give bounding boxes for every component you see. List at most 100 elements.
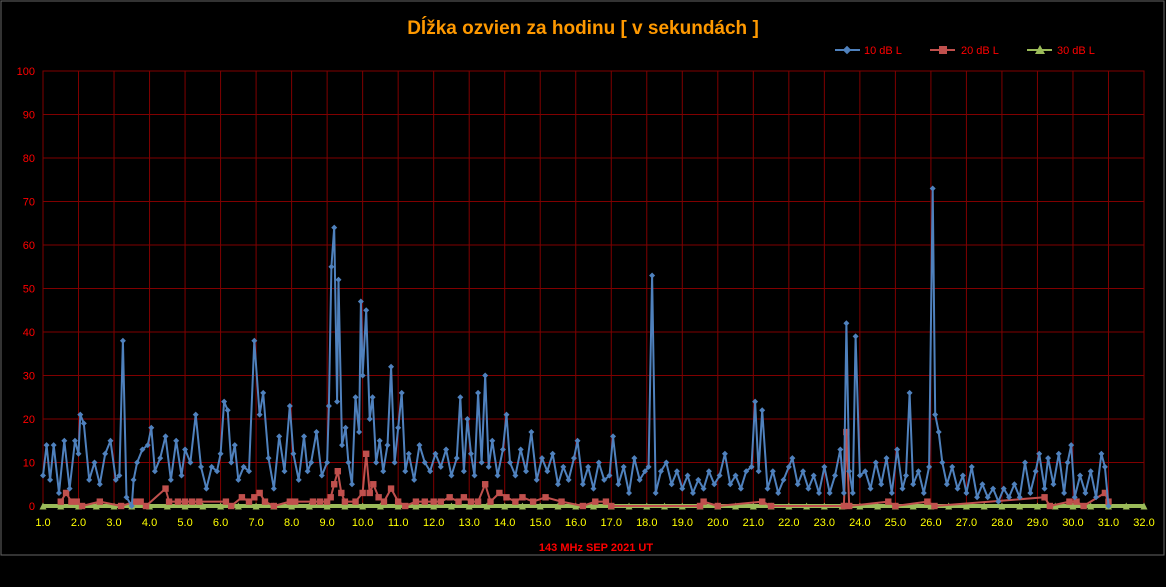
data-point-s0-218	[1032, 468, 1039, 475]
data-point-s0-66	[334, 398, 341, 405]
data-point-s0-157	[743, 468, 750, 475]
series-2	[39, 502, 1148, 510]
data-point-s2-39	[732, 502, 740, 510]
data-point-s0-44	[235, 476, 242, 483]
x-tick-label-28: 29.0	[1027, 517, 1048, 529]
data-point-s0-77	[366, 416, 373, 422]
data-point-s0-148	[695, 476, 702, 483]
data-point-s1-26	[309, 498, 317, 505]
x-tick-label-19: 20.0	[707, 517, 728, 529]
data-point-s1-69	[759, 498, 766, 505]
y-tick-label-4: 40	[23, 327, 35, 339]
data-point-s2-62	[1140, 502, 1148, 510]
data-point-s0-112	[512, 472, 519, 479]
data-point-s0-205	[963, 489, 970, 496]
data-point-s0-215	[1016, 494, 1023, 501]
data-point-s1-15	[196, 498, 203, 505]
data-point-s1-66	[696, 502, 704, 510]
data-point-s0-3	[50, 442, 57, 449]
data-point-s0-131	[610, 433, 617, 440]
data-point-s0-207	[974, 494, 981, 501]
data-point-s0-151	[711, 481, 718, 488]
data-point-s0-168	[794, 481, 801, 488]
data-point-s1-70	[767, 502, 775, 510]
data-point-s0-29	[167, 476, 174, 483]
data-point-s0-179	[846, 468, 853, 475]
data-point-s0-85	[395, 424, 402, 431]
data-point-s0-233	[1101, 463, 1108, 470]
data-point-s0-223	[1055, 450, 1062, 457]
x-tick-label-6: 7.0	[248, 517, 263, 529]
x-tick-label-25: 26.0	[920, 517, 941, 529]
data-point-s2-9	[199, 502, 207, 510]
data-point-s0-136	[636, 476, 643, 483]
data-point-s1-16	[222, 498, 230, 505]
data-point-s0-120	[554, 481, 561, 488]
data-point-s0-54	[286, 402, 293, 409]
data-point-s0-225	[1064, 459, 1071, 466]
data-point-s0-161	[759, 407, 766, 414]
data-point-s0-177	[840, 489, 847, 496]
data-point-s0-229	[1082, 489, 1089, 496]
data-point-s0-210	[990, 485, 997, 492]
data-point-s1-63	[592, 498, 599, 505]
data-point-s1-55	[496, 489, 503, 497]
data-point-s1-71	[840, 502, 848, 510]
data-point-s2-26	[501, 502, 509, 510]
data-point-s0-126	[585, 463, 592, 470]
data-point-s0-115	[528, 429, 535, 436]
data-point-s0-197	[929, 185, 936, 192]
data-point-s0-64	[328, 263, 335, 270]
data-point-s0-65	[331, 224, 338, 231]
data-point-s0-198	[932, 411, 939, 418]
data-point-s2-4	[110, 502, 118, 510]
data-point-s0-227	[1071, 494, 1078, 501]
data-point-s0-141	[657, 468, 664, 475]
data-point-s0-221	[1045, 455, 1052, 462]
data-point-s1-76	[924, 498, 931, 505]
data-point-s0-76	[363, 307, 370, 314]
x-tick-label-3: 4.0	[142, 517, 157, 529]
data-point-s0-195	[920, 489, 927, 496]
data-point-s0-70	[345, 459, 352, 466]
data-point-s1-37	[366, 489, 373, 497]
data-point-s0-162	[764, 485, 771, 492]
series	[39, 185, 1148, 510]
data-point-s0-11	[86, 476, 93, 483]
data-point-s0-125	[579, 481, 586, 488]
data-point-s0-217	[1027, 489, 1034, 496]
data-point-s1-79	[1046, 502, 1054, 510]
data-point-s1-27	[316, 498, 324, 505]
data-point-s2-61	[1122, 502, 1130, 510]
data-point-s1-13	[181, 498, 189, 505]
data-point-s0-98	[457, 394, 464, 401]
data-point-s0-193	[910, 481, 917, 488]
data-point-s0-202	[949, 463, 956, 470]
data-point-s1-78	[1041, 494, 1048, 501]
data-point-s0-53	[281, 468, 288, 475]
data-point-s0-149	[700, 485, 707, 492]
data-point-s0-109	[499, 446, 506, 453]
data-point-s0-230	[1087, 468, 1094, 475]
data-point-s0-228	[1077, 472, 1084, 479]
data-point-s2-0	[39, 502, 47, 510]
data-point-s1-40	[380, 498, 388, 505]
data-point-s0-19	[123, 494, 130, 501]
data-point-s1-49	[455, 498, 462, 505]
legend-label-30db: 30 dB L	[1057, 45, 1095, 57]
data-point-s1-28	[323, 498, 331, 505]
data-point-s0-12	[91, 459, 98, 466]
data-point-s1-14	[188, 498, 196, 505]
legend-label-20db: 20 dB L	[961, 45, 999, 57]
data-point-s0-42	[228, 459, 235, 466]
data-point-s0-220	[1041, 485, 1048, 492]
data-point-s0-24	[144, 442, 151, 449]
data-point-s0-75	[359, 372, 366, 379]
data-point-s1-54	[487, 498, 494, 505]
data-point-s0-113	[517, 446, 524, 453]
data-point-s0-4	[55, 489, 62, 496]
data-point-s0-163	[769, 468, 776, 475]
data-point-s0-101	[467, 450, 474, 457]
data-point-s0-59	[308, 459, 315, 466]
